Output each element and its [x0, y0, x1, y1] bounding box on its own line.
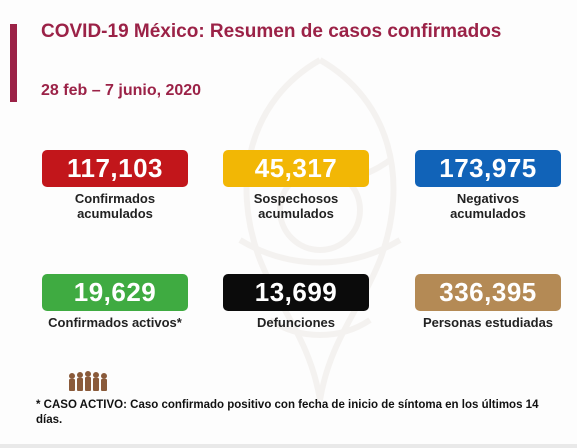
stat-value: 45,317	[223, 150, 369, 187]
accent-bar	[10, 24, 17, 102]
stat-label: Negativos acumulados	[450, 191, 526, 221]
stat-value: 336,395	[415, 274, 561, 311]
page-title: COVID-19 México: Resumen de casos confir…	[41, 21, 502, 42]
stat-label: Personas estudiadas	[422, 315, 554, 330]
stat-value: 13,699	[223, 274, 369, 311]
stat-value: 173,975	[415, 150, 561, 187]
stat-value: 19,629	[42, 274, 188, 311]
stat-confirmados-activos: 19,629 Confirmados activos*	[42, 274, 188, 330]
stat-personas-estudiadas: 336,395 Personas estudiadas	[415, 274, 561, 330]
stat-label: Confirmados acumulados	[74, 191, 156, 221]
stat-negativos-acumulados: 173,975 Negativos acumulados	[415, 150, 561, 221]
footnote: * CASO ACTIVO: Caso confirmado positivo …	[36, 399, 539, 426]
heroes-group-logo-icon	[69, 371, 107, 391]
stat-sospechosos-acumulados: 45,317 Sospechosos acumulados	[223, 150, 369, 221]
stat-label: Defunciones	[256, 315, 335, 330]
stat-confirmados-acumulados: 117,103 Confirmados acumulados	[42, 150, 188, 221]
bottom-divider	[0, 444, 577, 448]
stat-label: Sospechosos acumulados	[253, 191, 339, 221]
stat-label: Confirmados activos*	[48, 315, 182, 330]
date-range: 28 feb – 7 junio, 2020	[41, 82, 202, 99]
stat-defunciones: 13,699 Defunciones	[223, 274, 369, 330]
stat-value: 117,103	[42, 150, 188, 187]
coat-of-arms-watermark-icon	[238, 57, 402, 401]
